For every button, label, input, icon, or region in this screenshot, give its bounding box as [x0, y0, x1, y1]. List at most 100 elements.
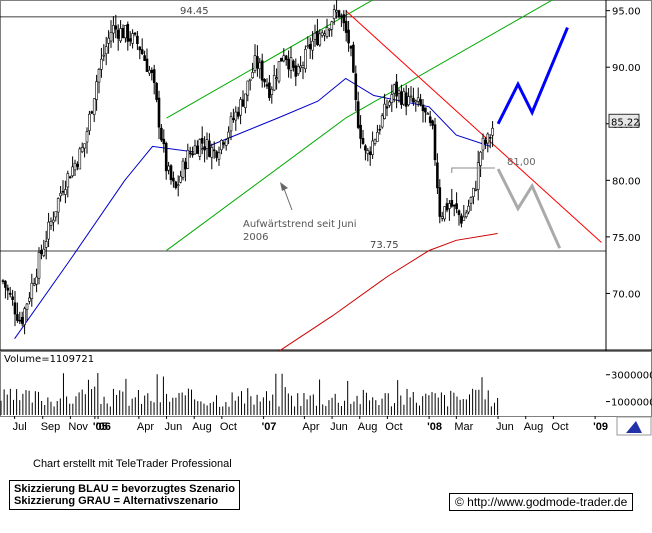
candle-body — [479, 151, 482, 166]
candle-body — [484, 139, 487, 145]
candle-body — [155, 82, 158, 100]
x-tick-label: Aug — [524, 421, 544, 433]
candle-body — [424, 107, 427, 113]
x-axis: '05 Jul Sep Nov '06 Apr Jun Aug Oct '07 Apr Jun Aug O… — [13, 416, 608, 433]
candle-body — [124, 25, 127, 39]
candle-body — [241, 99, 245, 107]
candle-body — [217, 152, 221, 160]
source-url[interactable]: © http://www.godmode-trader.de — [449, 493, 634, 511]
candle-body — [196, 145, 199, 154]
candle-body — [318, 33, 322, 46]
candle-body — [6, 287, 10, 291]
candle-body — [4, 280, 7, 288]
candle-body — [16, 314, 19, 321]
candle-body — [445, 203, 449, 211]
candle-body — [364, 145, 367, 151]
candle-body — [467, 205, 470, 213]
candle-body — [349, 46, 353, 49]
candle-body — [270, 88, 274, 95]
candle-body — [280, 57, 283, 62]
candle-body — [246, 80, 250, 96]
candle-body — [40, 249, 43, 255]
price-tick-label: 80.00 — [612, 176, 641, 187]
x-tick-label: Oct — [551, 421, 568, 433]
moving-average-line — [263, 233, 498, 362]
candle-body — [419, 99, 422, 105]
candle-body — [232, 118, 235, 120]
candle-body — [162, 138, 166, 145]
candle-body — [116, 29, 120, 39]
candle-body — [59, 192, 62, 197]
candle-body — [140, 49, 144, 54]
candle-body — [313, 32, 317, 40]
candle-body — [428, 116, 432, 123]
candle-body — [275, 77, 278, 80]
candle-body — [109, 31, 113, 42]
level-label: 94.45 — [180, 6, 209, 17]
annotation-81: 81,00 — [507, 157, 536, 168]
x-tick-label: Apr — [137, 421, 154, 433]
candle-body — [402, 91, 406, 105]
candle-body — [138, 46, 142, 51]
candle-body — [376, 131, 379, 142]
volume-tick-label: 3000000 — [611, 371, 652, 382]
x-tick-label: Aug — [358, 421, 378, 433]
candle-body — [68, 176, 72, 179]
candle-body — [296, 66, 300, 75]
candle-body — [304, 49, 307, 70]
candle-body — [311, 40, 314, 51]
x-tick-label: '05 — [93, 421, 108, 433]
candle-body — [385, 106, 389, 109]
candle-body — [373, 139, 377, 144]
candle-body — [44, 241, 48, 248]
candle-body — [92, 98, 96, 115]
candle-body — [131, 33, 134, 44]
candle-body — [222, 142, 226, 145]
candle-body — [61, 190, 65, 193]
candle-body — [47, 221, 50, 240]
candle-body — [488, 137, 492, 139]
candle-body — [472, 187, 475, 198]
candle-body — [335, 10, 338, 13]
candle-body — [193, 145, 197, 155]
candle-body — [433, 124, 437, 161]
candle-body — [236, 111, 240, 117]
candle-body — [234, 111, 238, 121]
volume-plot: Volume=1109721 3000000 1000000 — [0, 351, 652, 417]
candle-body — [431, 120, 434, 126]
candle-body — [210, 147, 214, 158]
scroll-arrow-icon[interactable] — [616, 416, 652, 436]
candle-body — [188, 152, 192, 155]
candle-body — [179, 175, 182, 183]
candle-body — [481, 137, 485, 151]
candle-body — [95, 81, 98, 100]
candle-body — [448, 203, 451, 209]
candle-body — [256, 56, 259, 69]
candle-body — [400, 91, 403, 105]
candle-body — [272, 75, 276, 91]
candle-body — [378, 128, 382, 131]
candle-body — [148, 69, 151, 74]
candle-body — [443, 206, 446, 220]
candle-body — [220, 139, 223, 151]
candle-body — [143, 55, 146, 61]
x-tick-label: Jun — [165, 421, 183, 433]
candle-body — [97, 69, 101, 83]
price-plot: 95.0090.0085.0080.0075.0070.0085.2294.45… — [0, 0, 652, 417]
candle-body — [203, 146, 206, 151]
candle-body — [388, 101, 391, 106]
candle-body — [457, 210, 461, 216]
candle-body — [265, 84, 269, 87]
candle-body — [476, 162, 480, 190]
candle-body — [88, 113, 91, 131]
candle-body — [176, 184, 180, 187]
candle-body — [215, 151, 218, 158]
candle-body — [359, 124, 362, 139]
candle-body — [340, 15, 343, 18]
price-tick-label: 75.00 — [612, 233, 641, 244]
x-tick-label: '07 — [262, 421, 277, 433]
candle-body — [294, 65, 298, 77]
candle-body — [320, 32, 324, 36]
volume-frame — [0, 351, 652, 417]
candle-body — [28, 297, 31, 302]
